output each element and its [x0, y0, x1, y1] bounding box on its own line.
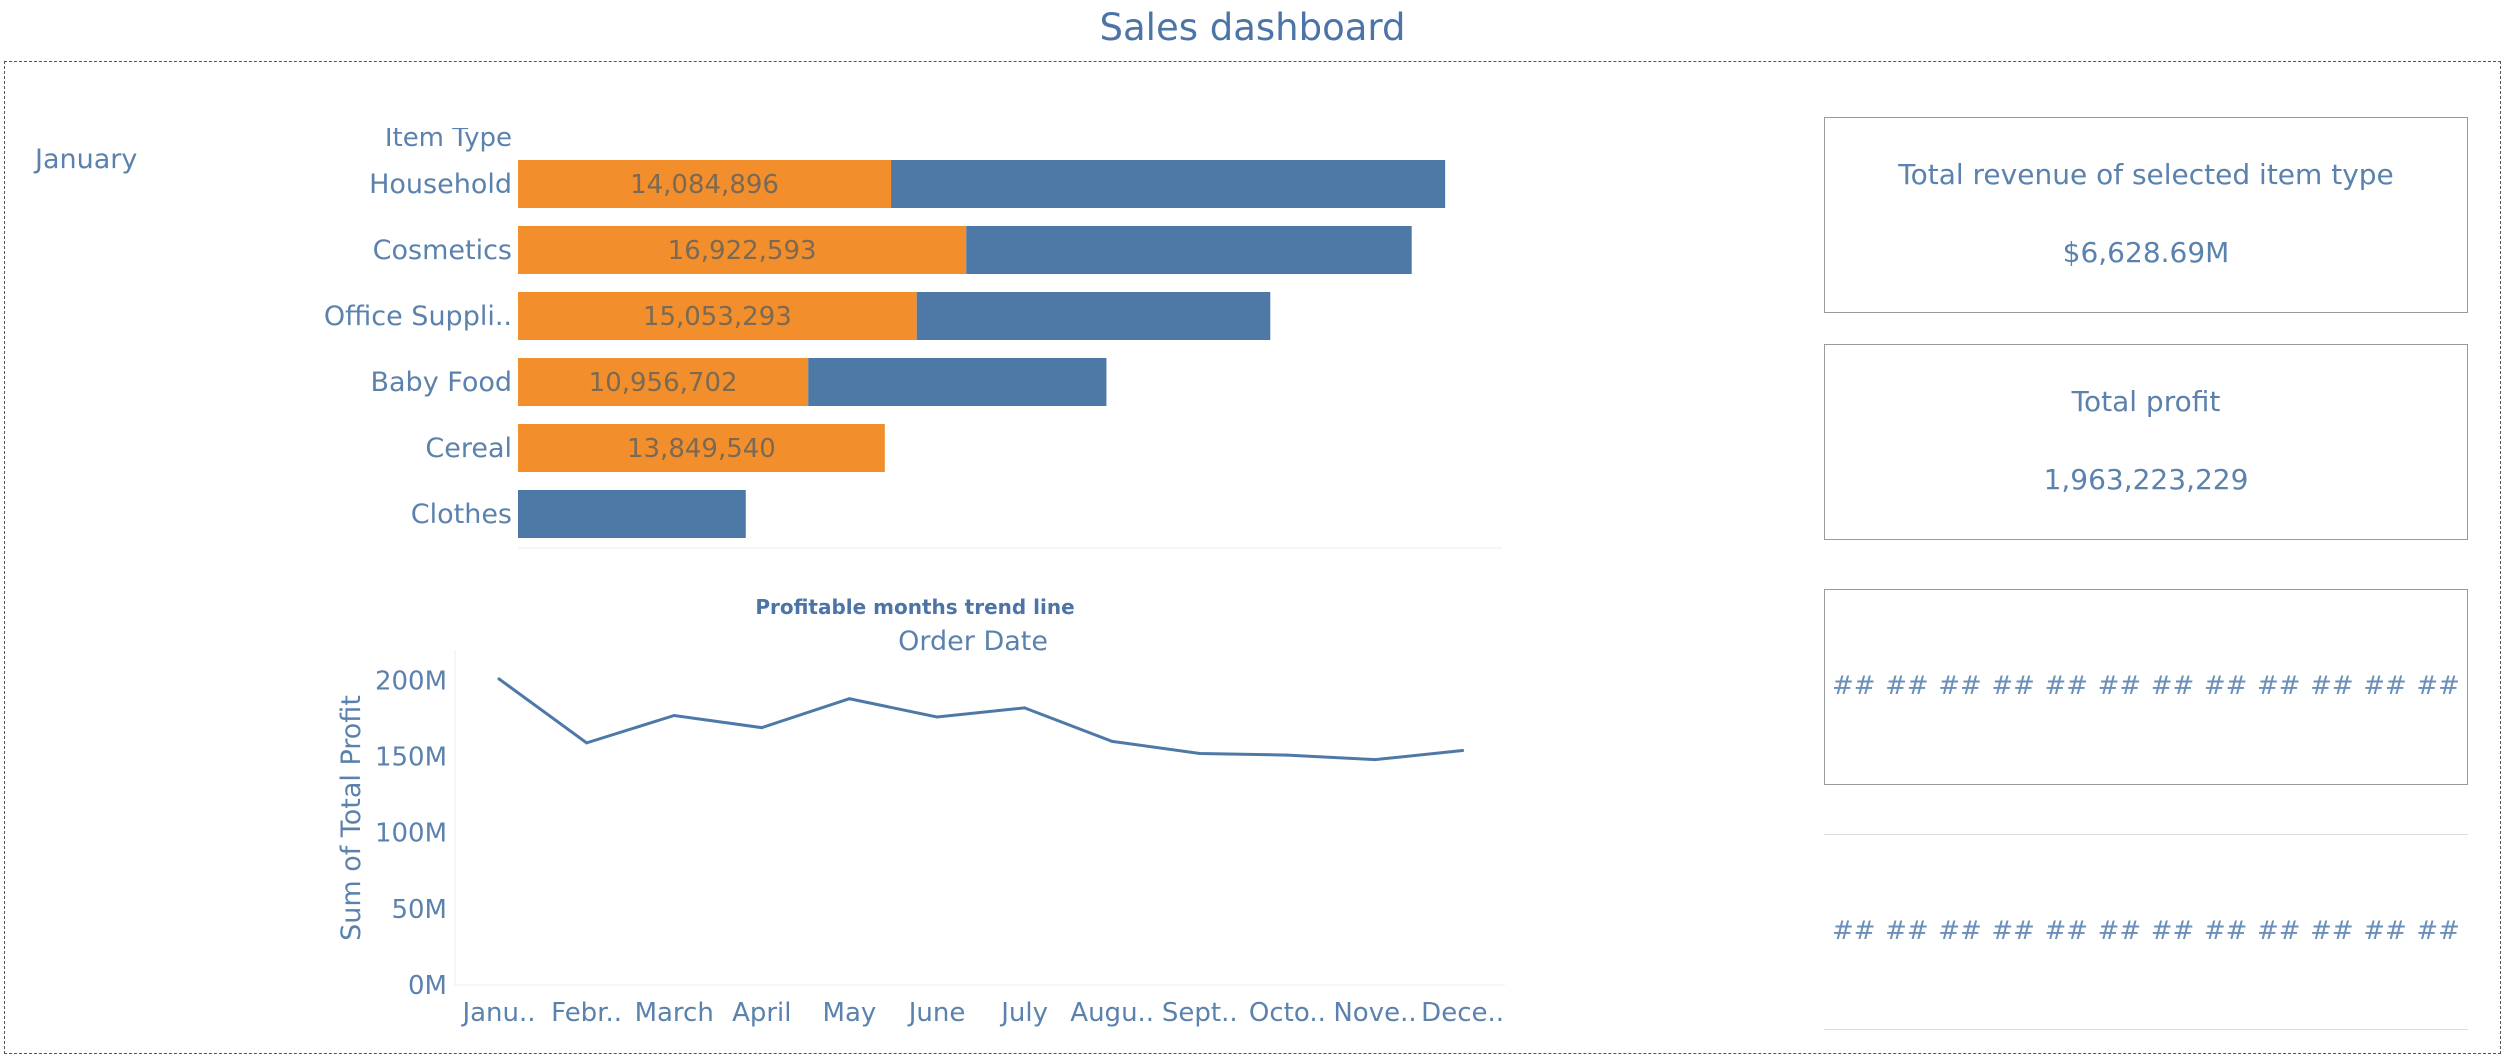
y-tick-label: 50M [391, 895, 447, 925]
profit-kpi-value: 1,963,223,229 [2043, 463, 2249, 496]
bar-data-label: 13,849,540 [627, 434, 776, 464]
profit-trend-line [498, 677, 1463, 762]
line-data-point [1198, 752, 1202, 756]
x-tick-label: Dece.. [1421, 998, 1504, 1028]
line-chart-y-axis-title: Sum of Total Profit [336, 695, 367, 941]
hash-cell: ## [2097, 671, 2142, 701]
revenue-kpi-title: Total revenue of selected item type [1898, 158, 2394, 191]
hash-cell: ## [2310, 916, 2354, 946]
bar-segment [518, 358, 809, 406]
month-hash-card [1824, 589, 2468, 785]
hash-cell: ## [2044, 916, 2089, 946]
hash-cell: ## [2416, 916, 2460, 946]
line-data-point [672, 713, 676, 717]
month-hash-row: ## ## ## ## ## ## ## ## ## ## ## ## [1824, 671, 2468, 701]
x-tick-label: April [732, 998, 791, 1028]
line-data-point [1285, 753, 1289, 757]
profit-kpi-title: Total profit [2071, 385, 2221, 418]
hash-cell: ## [1832, 916, 1876, 946]
x-tick-label: Octo.. [1249, 998, 1326, 1028]
bar-segment [916, 292, 1271, 340]
bar-segment [808, 358, 1107, 406]
x-tick-label: Sept.. [1162, 998, 1238, 1028]
dashboard-title: Sales dashboard [1099, 6, 1406, 49]
hash-cell: ## [2416, 671, 2460, 701]
hash-cell: ## [2203, 671, 2248, 701]
line-data-point [585, 741, 589, 745]
line-data-point [1461, 749, 1465, 752]
hash-cell: ## [1885, 671, 1929, 701]
y-tick-label: 150M [375, 743, 447, 773]
line-data-point [1023, 706, 1027, 710]
hash-cell: ## [1991, 671, 2035, 701]
x-tick-label: Nove.. [1333, 998, 1416, 1028]
hash-cell: ## [2203, 916, 2248, 946]
line-data-point [1110, 739, 1114, 743]
x-tick-label: Febr.. [551, 998, 622, 1028]
bar-data-label: 15,053,293 [643, 302, 792, 332]
bar-category-label: Clothes [411, 499, 512, 530]
hash-cell: ## [2310, 671, 2354, 701]
bar-segment [518, 226, 967, 274]
x-tick-label: May [823, 998, 877, 1028]
profit-kpi-card: Total profit 1,963,223,229 [1824, 344, 2468, 540]
hash-cell: ## [1938, 916, 1982, 946]
dashboard-frame [4, 61, 2501, 1054]
bar-category-label: Household [369, 169, 512, 200]
bar-segment [518, 490, 746, 538]
bar-data-label: 10,956,702 [589, 368, 738, 398]
x-tick-label: March [635, 998, 714, 1028]
hash-cell: ## [1938, 671, 1982, 701]
axis-title-clip [300, 110, 540, 128]
bar-data-label: 14,084,896 [630, 170, 779, 200]
x-tick-label: Janu.. [460, 998, 535, 1028]
bar-category-label: Office Suppli.. [324, 301, 512, 332]
bar-segment [518, 292, 917, 340]
divider-top [1824, 834, 2468, 835]
hash-cell: ## [2044, 671, 2089, 701]
line-chart-title: Profitable months trend line [755, 595, 1074, 619]
revenue-kpi-card: Total revenue of selected item type $6,6… [1824, 117, 2468, 313]
month-hash-row: ## ## ## ## ## ## ## ## ## ## ## ## [1824, 916, 2468, 946]
hash-cell: ## [1991, 916, 2035, 946]
bar-segment [518, 160, 892, 208]
hash-cell: ## [2363, 671, 2407, 701]
bar-data-label: 16,922,593 [668, 236, 817, 266]
y-tick-label: 100M [375, 819, 447, 849]
hash-cell: ## [2257, 916, 2301, 946]
line-data-point [1373, 758, 1377, 762]
line-data-point [497, 677, 501, 681]
hash-cell: ## [2150, 916, 2195, 946]
bar-category-label: Cosmetics [373, 235, 512, 266]
hash-cell: ## [2257, 671, 2301, 701]
x-tick-label: June [907, 998, 966, 1028]
line-data-point [935, 715, 939, 719]
divider-bottom [1824, 1029, 2468, 1030]
y-tick-label: 0M [408, 971, 447, 1001]
line-data-point [847, 697, 851, 701]
hash-cell: ## [1885, 916, 1929, 946]
line-chart-x-axis-title: Order Date [898, 626, 1048, 657]
revenue-kpi-value: $6,628.69M [2062, 236, 2230, 269]
hash-cell: ## [2097, 916, 2142, 946]
line-data-point [760, 726, 764, 730]
month-filter-value[interactable]: January [35, 144, 138, 175]
bar-category-label: Baby Food [370, 367, 512, 398]
bar-segment [518, 424, 885, 472]
hash-cell: ## [2363, 916, 2407, 946]
bar-segment [966, 226, 1412, 274]
x-tick-label: Augu.. [1070, 998, 1154, 1028]
hash-cell: ## [2150, 671, 2195, 701]
y-tick-label: 200M [375, 666, 447, 696]
hash-cell: ## [1832, 671, 1876, 701]
bar-category-label: Cereal [425, 433, 512, 464]
bar-segment [891, 160, 1446, 208]
x-tick-label: July [999, 998, 1048, 1028]
